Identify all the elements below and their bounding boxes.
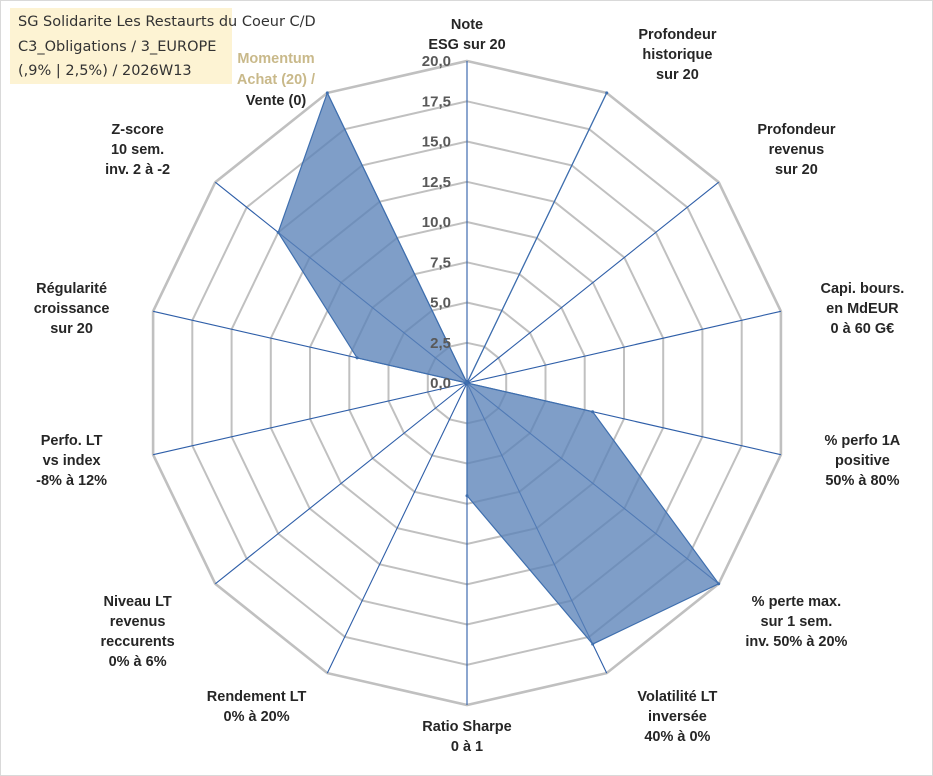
axis-label-9-line-2: reccurents: [101, 634, 175, 650]
axis-label-9: Niveau LT revenus reccurents 0% à 6%: [101, 594, 175, 670]
tick-label-7: 17,5: [422, 93, 451, 110]
axis-label-6-line-0: Volatilité LT: [637, 689, 717, 705]
axis-label-6: Volatilité LT inversée 40% à 0%: [637, 689, 717, 745]
series-point-7: [465, 494, 469, 498]
axis-label-4-line-2: 50% à 80%: [825, 473, 899, 489]
axis-label-11-line-0: Régularité: [36, 281, 107, 297]
axis-label-13-line-0: Momentum: [237, 51, 314, 67]
tick-label-5: 12,5: [422, 174, 451, 191]
axis-label-8-line-0: Rendement LT: [207, 689, 307, 705]
axis-label-0-line-1: ESG sur 20: [428, 37, 505, 53]
axis-label-5: % perte max. sur 1 sem. inv. 50% à 20%: [745, 594, 847, 650]
axis-label-6-line-1: inversée: [648, 709, 707, 725]
axis-label-3: Capi. bours. en MdEUR 0 à 60 G€: [821, 281, 905, 337]
tick-label-2: 5,0: [430, 295, 451, 312]
axis-label-7: Ratio Sharpe 0 à 1: [422, 719, 511, 755]
axis-label-3-line-1: en MdEUR: [826, 301, 899, 317]
axis-label-1-line-2: sur 20: [656, 67, 699, 83]
chart-title-line-2: C3_Obligations / 3_EUROPE: [18, 39, 217, 55]
series-point-5: [717, 582, 721, 586]
axis-label-0: Note ESG sur 20: [428, 17, 505, 53]
axis-label-12-line-2: inv. 2 à -2: [105, 162, 170, 178]
axis-label-1: Profondeur historique sur 20: [638, 27, 716, 83]
axis-label-5-line-0: % perte max.: [752, 594, 841, 610]
axis-label-0-line-0: Note: [451, 17, 483, 33]
axis-label-4-line-1: positive: [835, 453, 890, 469]
axis-label-7-line-1: 0 à 1: [451, 739, 483, 755]
series-point-1: [605, 91, 609, 95]
tick-label-3: 7,5: [430, 254, 451, 271]
axis-label-10-line-2: -8% à 12%: [36, 473, 107, 489]
axis-label-1-line-0: Profondeur: [638, 27, 716, 43]
series-point-10: [465, 381, 469, 385]
axis-label-6-line-2: 40% à 0%: [644, 729, 710, 745]
spoke-3: [466, 310, 782, 384]
axis-label-10-line-0: Perfo. LT: [41, 433, 103, 449]
axis-label-9-line-0: Niveau LT: [103, 594, 171, 610]
axis-label-12-line-0: Z-score: [111, 122, 163, 138]
axis-label-5-line-2: inv. 50% à 20%: [745, 634, 847, 650]
axis-label-10: Perfo. LT vs index -8% à 12%: [36, 433, 107, 489]
chart-title-line-3: (,9% | 2,5%) / 2026W13: [18, 63, 192, 79]
axis-labels: Note ESG sur 20 Profondeur historique sur 20…: [34, 17, 905, 755]
axis-label-13-line-1: Achat (20) /: [237, 72, 315, 88]
axis-label-9-line-3: 0% à 6%: [109, 654, 167, 670]
axis-label-4: % perfo 1A positive 50% à 80%: [825, 433, 901, 489]
axis-label-4-line-0: % perfo 1A: [825, 433, 901, 449]
axis-label-2-line-1: revenus: [769, 142, 825, 158]
spoke-10: [152, 382, 468, 456]
axis-label-2-line-2: sur 20: [775, 162, 818, 178]
tick-label-4: 10,0: [422, 214, 451, 231]
axis-label-2-line-0: Profondeur: [757, 122, 835, 138]
tick-label-8: 20,0: [422, 53, 451, 70]
axis-label-2: Profondeur revenus sur 20: [757, 122, 835, 178]
axis-label-3-line-0: Capi. bours.: [821, 281, 905, 297]
axis-label-8: Rendement LT 0% à 20%: [207, 689, 307, 725]
series-point-13: [325, 91, 329, 95]
axis-label-12: Z-score 10 sem. inv. 2 à -2: [105, 122, 170, 178]
axis-label-11-line-1: croissance: [34, 301, 110, 317]
axis-label-13: Momentum Achat (20) / Vente (0): [237, 51, 315, 109]
tick-label-1: 2,5: [430, 335, 451, 352]
series-point-12: [276, 230, 280, 234]
axis-label-1-line-1: historique: [642, 47, 712, 63]
chart-title-line-1: SG Solidarite Les Restaurts du Coeur C/D: [18, 14, 316, 30]
axis-label-7-line-0: Ratio Sharpe: [422, 719, 511, 735]
axis-label-11: Régularité croissance sur 20: [34, 281, 110, 337]
radar-series: [276, 91, 721, 646]
tick-label-6: 15,0: [422, 134, 451, 151]
spoke-9: [214, 382, 468, 585]
series-point-6: [591, 642, 595, 646]
series-area-0: [277, 91, 720, 645]
axis-label-11-line-2: sur 20: [50, 321, 93, 337]
axis-label-8-line-1: 0% à 20%: [224, 709, 290, 725]
chart-title-box: SG Solidarite Les Restaurts du Coeur C/D…: [10, 8, 316, 84]
spoke-2: [466, 181, 720, 384]
axis-label-12-line-1: 10 sem.: [111, 142, 164, 158]
radial-tick-labels: 0,0 2,5 5,0 7,5 10,0 12,5 15,0 17,5 20,0: [422, 53, 451, 392]
axis-label-9-line-1: revenus: [110, 614, 166, 630]
spoke-8: [326, 382, 468, 674]
axis-label-13-line-2: Vente (0): [246, 93, 307, 109]
axis-label-5-line-1: sur 1 sem.: [761, 614, 833, 630]
series-point-4: [591, 410, 595, 414]
axis-label-3-line-2: 0 à 60 G€: [831, 321, 895, 337]
tick-label-0: 0,0: [430, 375, 451, 392]
axis-label-10-line-1: vs index: [43, 453, 101, 469]
series-point-11: [355, 356, 359, 360]
